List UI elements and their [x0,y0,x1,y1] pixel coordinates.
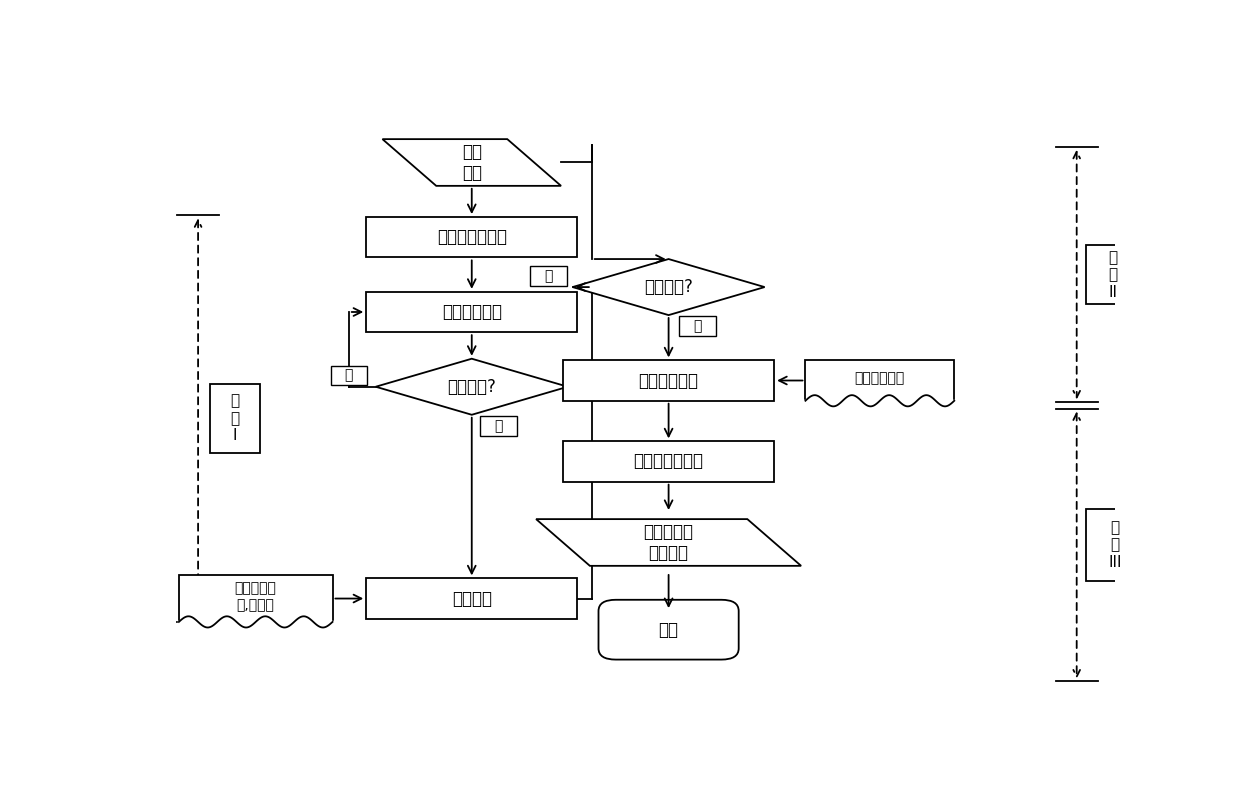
FancyBboxPatch shape [481,416,517,436]
Text: 否: 否 [544,269,553,283]
FancyBboxPatch shape [563,360,774,400]
Text: 区域相关阈值: 区域相关阈值 [855,371,904,386]
FancyBboxPatch shape [367,578,577,619]
Text: 阶
段
II: 阶 段 II [1108,250,1118,299]
Text: 显示精分割图像: 显示精分割图像 [633,452,704,471]
Polygon shape [572,259,764,316]
Text: 阶
段
III: 阶 段 III [1109,520,1121,570]
Text: 输出铜线圈
统计信息: 输出铜线圈 统计信息 [643,523,694,562]
Polygon shape [383,139,561,186]
Text: 像素迭代聚类: 像素迭代聚类 [442,303,502,321]
Text: 结束: 结束 [659,621,679,638]
FancyBboxPatch shape [178,575,332,622]
Text: 是: 是 [494,419,503,433]
Text: 区域特征信
息,相似性: 区域特征信 息,相似性 [234,582,276,612]
FancyBboxPatch shape [1087,245,1139,304]
Text: 目标区域提取: 目标区域提取 [638,371,699,389]
Text: 阶
段
I: 阶 段 I [230,394,239,443]
FancyBboxPatch shape [209,384,259,453]
Text: 输入
图像: 输入 图像 [462,143,482,182]
FancyBboxPatch shape [367,292,577,332]
Text: 区域合并: 区域合并 [452,590,492,608]
Polygon shape [536,519,802,565]
FancyBboxPatch shape [598,599,738,659]
Polygon shape [375,358,567,415]
Text: 终止条件?: 终止条件? [447,378,496,396]
Text: 是: 是 [693,320,701,333]
Text: 终止条件?: 终止条件? [644,278,693,296]
FancyBboxPatch shape [563,441,774,481]
Text: 否: 否 [344,369,353,383]
FancyBboxPatch shape [1087,509,1144,581]
FancyBboxPatch shape [367,217,577,257]
FancyBboxPatch shape [679,316,716,337]
FancyBboxPatch shape [530,266,566,286]
FancyBboxPatch shape [805,360,954,400]
FancyBboxPatch shape [331,366,367,386]
Text: 粗分割参数设定: 粗分割参数设定 [437,228,507,246]
